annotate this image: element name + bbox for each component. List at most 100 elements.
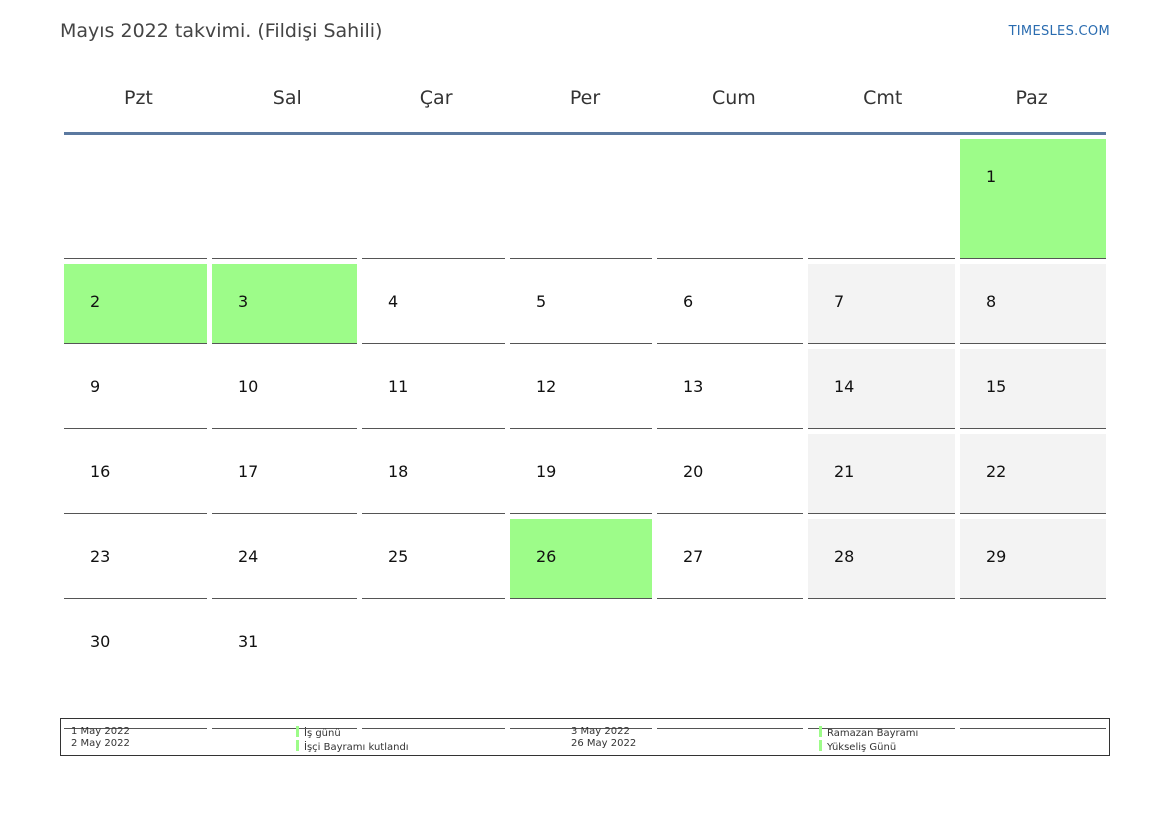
day-number: 28 — [834, 547, 855, 566]
day-cell[interactable]: 19 — [510, 434, 652, 514]
empty-day-cell — [960, 604, 1106, 729]
day-number: 11 — [388, 377, 409, 396]
day-number: 4 — [388, 292, 399, 311]
day-number: 25 — [388, 547, 409, 566]
weekday-wednesday: Çar — [419, 87, 453, 109]
weekday-tuesday: Sal — [272, 87, 302, 109]
day-cell[interactable]: 20 — [657, 434, 803, 514]
day-cell[interactable]: 1 — [960, 139, 1106, 259]
day-number: 20 — [683, 462, 704, 481]
empty-day-cell — [657, 604, 803, 729]
empty-day-cell — [808, 139, 955, 259]
day-number: 27 — [683, 547, 704, 566]
day-cell[interactable]: 4 — [362, 264, 505, 344]
calendar-week: 1 — [64, 139, 1106, 259]
day-number: 24 — [238, 547, 259, 566]
day-cell[interactable]: 24 — [212, 519, 357, 599]
empty-day-cell — [362, 139, 505, 259]
day-cell[interactable]: 27 — [657, 519, 803, 599]
legend-dates-2: 3 May 2022 26 May 2022 — [571, 726, 636, 750]
day-number: 7 — [834, 292, 845, 311]
day-cell[interactable]: 22 — [960, 434, 1106, 514]
calendar-week: 2 3 4 5 6 7 8 — [64, 264, 1106, 344]
day-number: 23 — [90, 547, 111, 566]
day-cell[interactable]: 16 — [64, 434, 207, 514]
day-cell[interactable]: 6 — [657, 264, 803, 344]
day-cell[interactable]: 17 — [212, 434, 357, 514]
empty-day-cell — [362, 604, 505, 729]
weekday-friday: Cum — [711, 87, 756, 109]
weekday-sunday: Paz — [1015, 87, 1048, 109]
legend-date: 2 May 2022 — [71, 738, 130, 749]
day-number: 2 — [90, 292, 101, 311]
day-number: 1 — [986, 167, 997, 186]
weekday-monday: Pzt — [123, 87, 153, 109]
day-cell[interactable]: 5 — [510, 264, 652, 344]
calendar-week: 30 31 — [64, 604, 1106, 729]
day-cell[interactable]: 7 — [808, 264, 955, 344]
day-cell[interactable]: 14 — [808, 349, 955, 429]
page-title: Mayıs 2022 takvimi. (Fildişi Sahili) — [60, 20, 383, 42]
legend-dates-1: 1 May 2022 2 May 2022 — [71, 726, 130, 750]
legend-name: İşçi Bayramı kutlandı — [304, 742, 409, 753]
day-cell[interactable]: 25 — [362, 519, 505, 599]
legend-color-swatch — [819, 726, 822, 737]
day-number: 6 — [683, 292, 694, 311]
day-number: 22 — [986, 462, 1007, 481]
calendar-week: 9 10 11 12 13 14 15 — [64, 349, 1106, 429]
weekday-saturday: Cmt — [863, 87, 903, 109]
empty-day-cell — [64, 139, 207, 259]
day-cell[interactable]: 26 — [510, 519, 652, 599]
site-link[interactable]: TIMESLES.COM — [1008, 24, 1110, 39]
day-cell[interactable]: 30 — [64, 604, 207, 729]
day-cell[interactable]: 2 — [64, 264, 207, 344]
day-cell[interactable]: 15 — [960, 349, 1106, 429]
day-cell[interactable]: 10 — [212, 349, 357, 429]
legend-item: İşçi Bayramı kutlandı — [296, 740, 409, 754]
empty-day-cell — [657, 139, 803, 259]
legend-names-2: Ramazan Bayramı Yükseliş Günü — [819, 726, 918, 754]
legend-names-1: İş günü İşçi Bayramı kutlandı — [296, 726, 409, 754]
weekday-header: Pzt Sal Çar Per Cum Cmt Paz — [64, 80, 1106, 135]
legend-date: 3 May 2022 — [571, 726, 630, 737]
day-cell[interactable]: 18 — [362, 434, 505, 514]
weekday-thursday: Per — [569, 87, 601, 109]
day-number: 8 — [986, 292, 997, 311]
day-number: 12 — [536, 377, 557, 396]
empty-day-cell — [808, 604, 955, 729]
day-number: 19 — [536, 462, 557, 481]
day-cell[interactable]: 28 — [808, 519, 955, 599]
day-cell[interactable]: 31 — [212, 604, 357, 729]
legend-item: Ramazan Bayramı — [819, 726, 918, 740]
day-cell[interactable]: 3 — [212, 264, 357, 344]
legend-color-swatch — [296, 726, 299, 737]
legend-name: İş günü — [304, 728, 341, 739]
day-number: 26 — [536, 547, 557, 566]
day-number: 9 — [90, 377, 101, 396]
day-number: 29 — [986, 547, 1007, 566]
day-cell[interactable]: 12 — [510, 349, 652, 429]
legend-date: 26 May 2022 — [571, 738, 637, 749]
day-number: 16 — [90, 462, 111, 481]
day-number: 15 — [986, 377, 1007, 396]
day-cell[interactable]: 23 — [64, 519, 207, 599]
legend-color-swatch — [819, 740, 822, 751]
empty-day-cell — [510, 604, 652, 729]
day-number: 5 — [536, 292, 547, 311]
day-cell[interactable]: 8 — [960, 264, 1106, 344]
day-number: 21 — [834, 462, 855, 481]
empty-day-cell — [212, 139, 357, 259]
calendar-week: 23 24 25 26 27 28 29 — [64, 519, 1106, 599]
legend-item: Yükseliş Günü — [819, 740, 918, 754]
day-cell[interactable]: 29 — [960, 519, 1106, 599]
day-cell[interactable]: 21 — [808, 434, 955, 514]
day-number: 3 — [238, 292, 249, 311]
day-number: 31 — [238, 632, 259, 651]
legend-color-swatch — [296, 740, 299, 751]
legend-item: İş günü — [296, 726, 409, 740]
day-cell[interactable]: 11 — [362, 349, 505, 429]
day-cell[interactable]: 13 — [657, 349, 803, 429]
legend-date: 1 May 2022 — [71, 726, 130, 737]
day-number: 30 — [90, 632, 111, 651]
day-cell[interactable]: 9 — [64, 349, 207, 429]
